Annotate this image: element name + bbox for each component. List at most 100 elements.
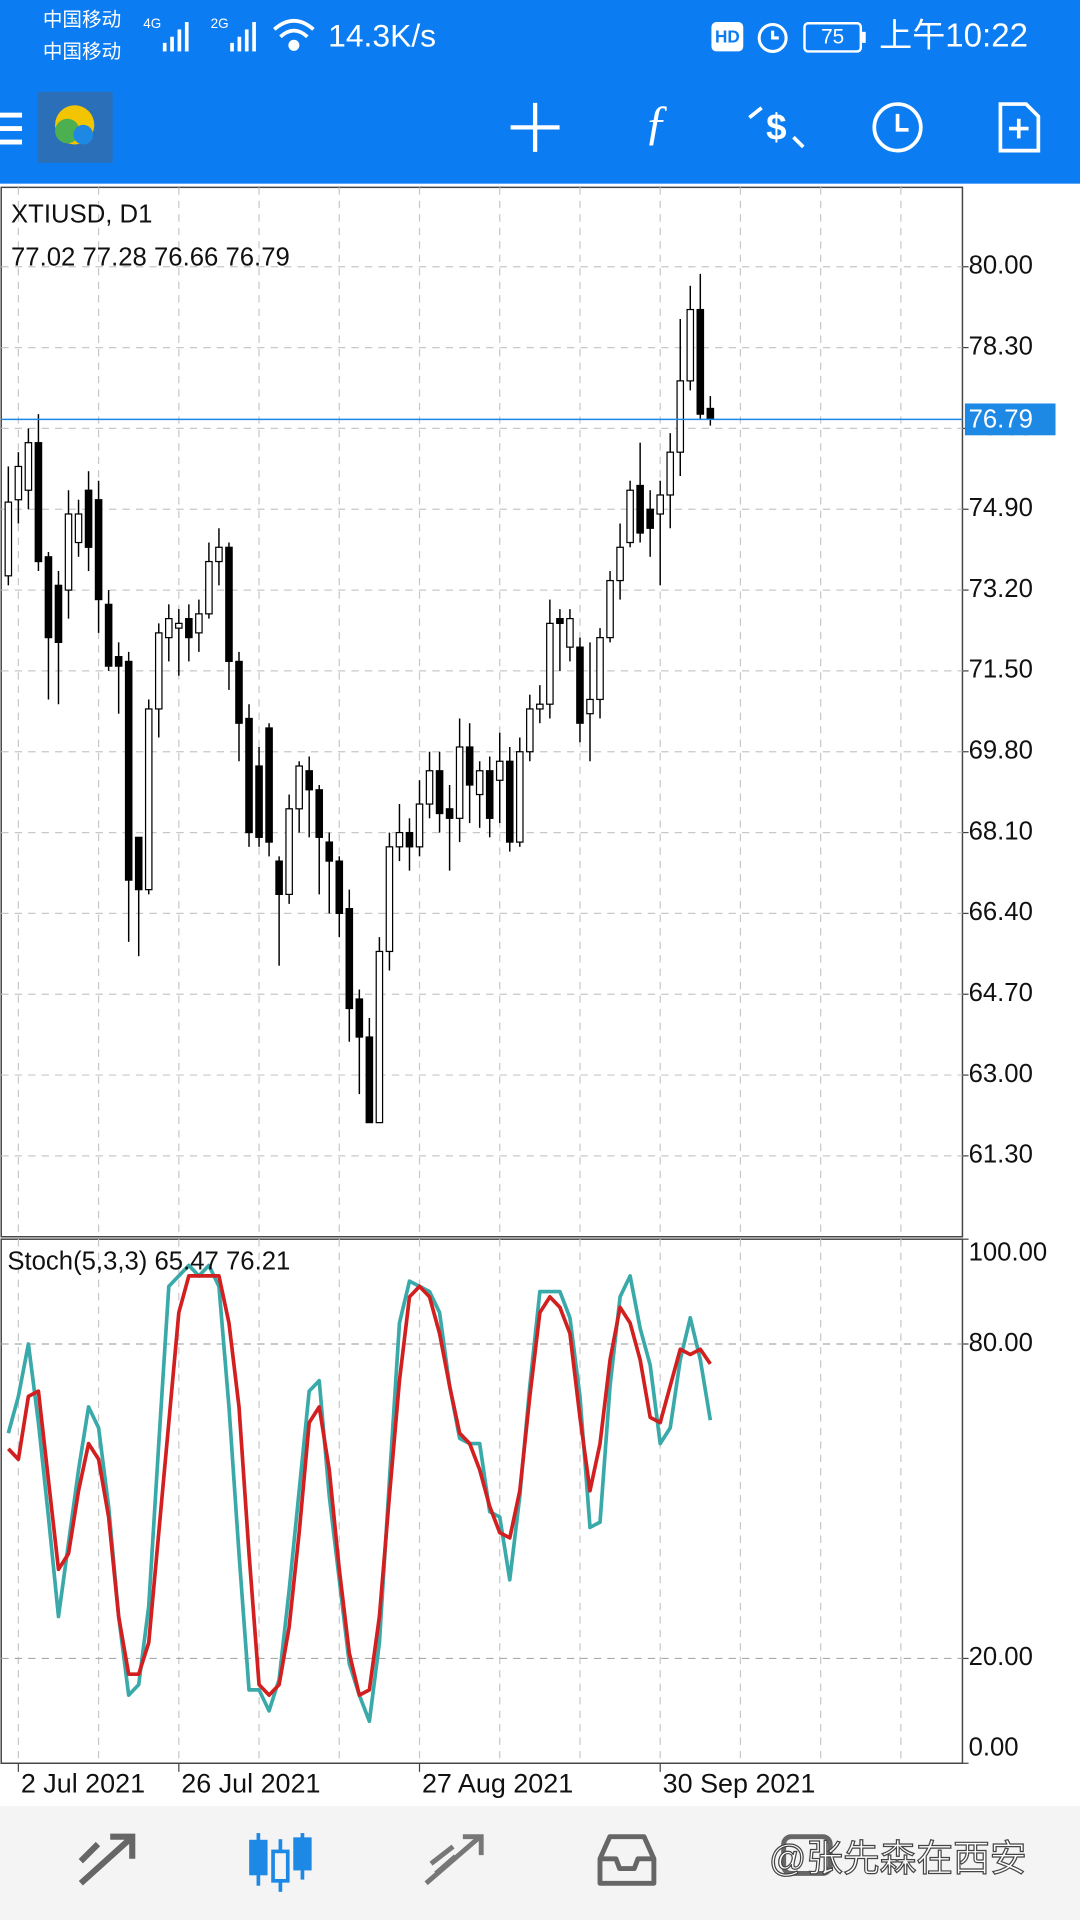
candle-body: [656, 494, 664, 515]
battery-level: 75: [821, 25, 844, 48]
candle-body: [596, 637, 604, 701]
indicator-header: Stoch(5,3,3) 65.47 76.21: [7, 1247, 290, 1275]
candle-body: [275, 860, 283, 896]
signal-icons: [162, 22, 256, 52]
candle-body: [425, 770, 434, 805]
indicator-title: Stoch(5,3,3): [7, 1247, 147, 1275]
indicator-line: [7, 1274, 712, 1697]
candle-body: [505, 760, 514, 843]
bottom-nav: [0, 1806, 1080, 1920]
candle-body: [225, 546, 233, 663]
vertical-grid: [17, 187, 902, 1764]
candle-body: [666, 451, 675, 496]
plot: 2 Jul 2021 26 Jul 2021 27 Aug 2021 30 Sep 2…: [1, 252, 1056, 1798]
new-order-button[interactable]: [998, 102, 1041, 153]
candle-body: [445, 808, 454, 819]
quotes-tab[interactable]: [78, 1833, 136, 1886]
y-tick-label: 0.00: [969, 1733, 1019, 1761]
crosshair-button[interactable]: [510, 102, 560, 152]
history-tab[interactable]: [597, 1834, 657, 1886]
candle-body: [696, 308, 705, 415]
candle-body: [315, 789, 324, 838]
x-tick-label: 2 Jul 2021: [21, 1768, 145, 1798]
y-tick-label: 80.00: [969, 252, 1033, 280]
x-tick-label: 26 Jul 2021: [181, 1768, 320, 1798]
x-tick-label: 30 Sep 2021: [663, 1768, 816, 1798]
candle-body: [706, 407, 715, 420]
candle-body: [245, 717, 253, 834]
candle-body: [215, 546, 223, 563]
candle-body: [365, 1036, 374, 1124]
indicators-button[interactable]: ƒ: [644, 95, 668, 150]
candle-body: [405, 831, 414, 848]
y-tick-label: 20.00: [969, 1643, 1033, 1671]
chart-title: XTIUSD, D1: [11, 200, 152, 228]
candle-body: [415, 803, 424, 848]
candle-body: [465, 746, 474, 786]
candle-body: [395, 831, 404, 848]
svg-text:$: $: [766, 106, 786, 147]
clock: 上午10:22: [879, 18, 1028, 55]
ohlc-low: 76.66: [154, 243, 218, 271]
current-price-box: [964, 403, 1056, 436]
menu-button[interactable]: [0, 112, 23, 145]
candle-body: [165, 617, 173, 639]
y-tick-label: 61.30: [969, 1141, 1033, 1169]
ohlc-close: 76.79: [225, 243, 289, 271]
candle-body: [144, 708, 153, 891]
trade-tab[interactable]: [424, 1834, 484, 1886]
y-tick-label: 74.90: [969, 494, 1033, 522]
candle-body: [536, 703, 544, 710]
hd-badge: [711, 22, 744, 52]
candle-body: [64, 513, 73, 591]
candle-body: [676, 380, 685, 453]
candle-body: [495, 760, 504, 781]
price-pane: [0, 186, 964, 1238]
candle-body: [54, 584, 63, 643]
candle-body: [195, 613, 203, 634]
candle-body: [385, 846, 394, 953]
network: 2G: [211, 16, 229, 31]
candle-body: [325, 841, 334, 862]
candle-body: [455, 746, 464, 819]
candle-body: [175, 622, 183, 629]
candle-body: [606, 579, 614, 639]
candle-body: [44, 556, 53, 639]
candle-body: [556, 617, 564, 624]
candle-body: [24, 442, 33, 491]
candle-body: [576, 646, 584, 724]
ohlc-header: 77.02 77.28 76.66 76.79: [11, 243, 290, 271]
candle-body: [586, 698, 594, 715]
y-tick-label: 63.00: [969, 1060, 1033, 1088]
candle-body: [154, 632, 163, 710]
watermark: @张先森在西安: [769, 1838, 1027, 1879]
messages-tab[interactable]: [781, 1834, 833, 1876]
y-tick-label: 100.00: [969, 1239, 1048, 1267]
current-price-label: 76.79: [969, 405, 1033, 433]
chart-tab[interactable]: [249, 1833, 312, 1892]
candle-body: [235, 660, 243, 724]
carrier: 中国移动: [43, 9, 121, 31]
wifi-icon: [273, 18, 315, 51]
candle-body: [285, 808, 293, 896]
candle-body: [34, 442, 43, 563]
ohlc-open: 77.02: [11, 243, 75, 271]
timeframe-button[interactable]: [872, 102, 923, 153]
candle-body: [345, 908, 354, 1010]
candle-body: [375, 950, 384, 1124]
candle-body: [104, 603, 113, 667]
y-tick-label: 64.70: [969, 979, 1033, 1007]
k-value: 65.47: [155, 1247, 219, 1275]
app-logo[interactable]: [37, 91, 113, 163]
candle-body: [255, 765, 263, 838]
candle-body: [475, 770, 484, 796]
y-tick-label: 80.00: [969, 1329, 1033, 1357]
candle-body: [124, 660, 133, 881]
candle-body: [4, 501, 13, 577]
y-tick-label: 66.40: [969, 898, 1033, 926]
candle-body: [626, 489, 634, 544]
trade-button[interactable]: $: [748, 106, 805, 149]
battery: [803, 22, 863, 53]
